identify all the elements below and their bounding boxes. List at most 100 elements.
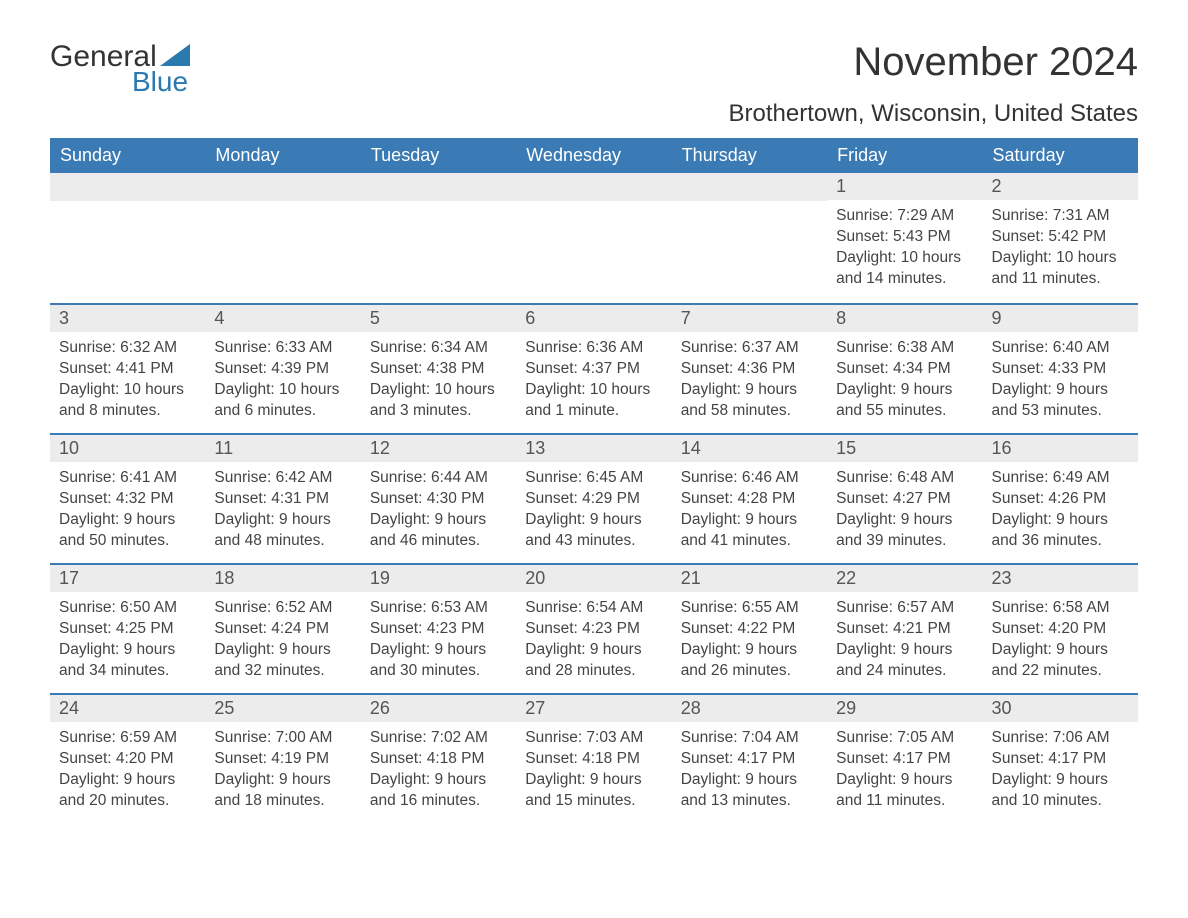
- sunset-text: Sunset: 4:27 PM: [836, 489, 973, 510]
- daylight-text: Daylight: 9 hours and 48 minutes.: [214, 510, 351, 552]
- daylight-text: Daylight: 9 hours and 46 minutes.: [370, 510, 507, 552]
- day-number: 21: [672, 565, 827, 592]
- day-cell: [672, 173, 827, 303]
- weekday-sunday: Sunday: [50, 138, 205, 173]
- day-number: 22: [827, 565, 982, 592]
- week-row: 24Sunrise: 6:59 AMSunset: 4:20 PMDayligh…: [50, 693, 1138, 823]
- daylight-text: Daylight: 9 hours and 24 minutes.: [836, 640, 973, 682]
- day-content: Sunrise: 6:37 AMSunset: 4:36 PMDaylight:…: [672, 332, 827, 428]
- day-content: Sunrise: 7:02 AMSunset: 4:18 PMDaylight:…: [361, 722, 516, 818]
- daylight-text: Daylight: 9 hours and 10 minutes.: [992, 770, 1129, 812]
- daylight-text: Daylight: 10 hours and 14 minutes.: [836, 248, 973, 290]
- day-content: Sunrise: 7:05 AMSunset: 4:17 PMDaylight:…: [827, 722, 982, 818]
- day-content: Sunrise: 6:44 AMSunset: 4:30 PMDaylight:…: [361, 462, 516, 558]
- day-cell: 11Sunrise: 6:42 AMSunset: 4:31 PMDayligh…: [205, 435, 360, 563]
- day-number: 14: [672, 435, 827, 462]
- daylight-text: Daylight: 9 hours and 41 minutes.: [681, 510, 818, 552]
- sunset-text: Sunset: 4:17 PM: [992, 749, 1129, 770]
- daylight-text: Daylight: 9 hours and 18 minutes.: [214, 770, 351, 812]
- day-number: 8: [827, 305, 982, 332]
- daylight-text: Daylight: 10 hours and 6 minutes.: [214, 380, 351, 422]
- sunrise-text: Sunrise: 7:29 AM: [836, 206, 973, 227]
- day-number: 15: [827, 435, 982, 462]
- day-cell: 15Sunrise: 6:48 AMSunset: 4:27 PMDayligh…: [827, 435, 982, 563]
- day-content: Sunrise: 6:48 AMSunset: 4:27 PMDaylight:…: [827, 462, 982, 558]
- weeks-container: 1Sunrise: 7:29 AMSunset: 5:43 PMDaylight…: [50, 173, 1138, 823]
- sunrise-text: Sunrise: 7:03 AM: [525, 728, 662, 749]
- weekday-monday: Monday: [205, 138, 360, 173]
- sunset-text: Sunset: 4:17 PM: [836, 749, 973, 770]
- sunset-text: Sunset: 4:39 PM: [214, 359, 351, 380]
- day-number: 17: [50, 565, 205, 592]
- daylight-text: Daylight: 10 hours and 8 minutes.: [59, 380, 196, 422]
- calendar: Sunday Monday Tuesday Wednesday Thursday…: [50, 138, 1138, 823]
- day-cell: 24Sunrise: 6:59 AMSunset: 4:20 PMDayligh…: [50, 695, 205, 823]
- sunset-text: Sunset: 4:29 PM: [525, 489, 662, 510]
- day-cell: 12Sunrise: 6:44 AMSunset: 4:30 PMDayligh…: [361, 435, 516, 563]
- day-cell: 4Sunrise: 6:33 AMSunset: 4:39 PMDaylight…: [205, 305, 360, 433]
- day-number: 11: [205, 435, 360, 462]
- daylight-text: Daylight: 10 hours and 1 minute.: [525, 380, 662, 422]
- sunset-text: Sunset: 5:42 PM: [992, 227, 1129, 248]
- daylight-text: Daylight: 9 hours and 26 minutes.: [681, 640, 818, 682]
- daylight-text: Daylight: 9 hours and 15 minutes.: [525, 770, 662, 812]
- daylight-text: Daylight: 9 hours and 55 minutes.: [836, 380, 973, 422]
- day-number: 9: [983, 305, 1138, 332]
- week-row: 17Sunrise: 6:50 AMSunset: 4:25 PMDayligh…: [50, 563, 1138, 693]
- day-number: [516, 173, 671, 201]
- weekday-tuesday: Tuesday: [361, 138, 516, 173]
- sunrise-text: Sunrise: 7:05 AM: [836, 728, 973, 749]
- day-number: [50, 173, 205, 201]
- day-content: Sunrise: 6:38 AMSunset: 4:34 PMDaylight:…: [827, 332, 982, 428]
- week-row: 3Sunrise: 6:32 AMSunset: 4:41 PMDaylight…: [50, 303, 1138, 433]
- daylight-text: Daylight: 9 hours and 34 minutes.: [59, 640, 196, 682]
- day-content: Sunrise: 6:55 AMSunset: 4:22 PMDaylight:…: [672, 592, 827, 688]
- day-cell: [205, 173, 360, 303]
- daylight-text: Daylight: 9 hours and 11 minutes.: [836, 770, 973, 812]
- sunrise-text: Sunrise: 6:42 AM: [214, 468, 351, 489]
- day-content: Sunrise: 6:42 AMSunset: 4:31 PMDaylight:…: [205, 462, 360, 558]
- week-row: 1Sunrise: 7:29 AMSunset: 5:43 PMDaylight…: [50, 173, 1138, 303]
- sunrise-text: Sunrise: 6:57 AM: [836, 598, 973, 619]
- sunrise-text: Sunrise: 6:45 AM: [525, 468, 662, 489]
- weekday-wednesday: Wednesday: [516, 138, 671, 173]
- day-cell: 28Sunrise: 7:04 AMSunset: 4:17 PMDayligh…: [672, 695, 827, 823]
- day-number: 24: [50, 695, 205, 722]
- sunrise-text: Sunrise: 6:41 AM: [59, 468, 196, 489]
- weekday-thursday: Thursday: [672, 138, 827, 173]
- day-content: Sunrise: 6:41 AMSunset: 4:32 PMDaylight:…: [50, 462, 205, 558]
- sunset-text: Sunset: 4:23 PM: [525, 619, 662, 640]
- sunset-text: Sunset: 4:41 PM: [59, 359, 196, 380]
- sunset-text: Sunset: 5:43 PM: [836, 227, 973, 248]
- day-number: 12: [361, 435, 516, 462]
- day-content: Sunrise: 7:29 AMSunset: 5:43 PMDaylight:…: [827, 200, 982, 296]
- sunset-text: Sunset: 4:36 PM: [681, 359, 818, 380]
- sunrise-text: Sunrise: 6:36 AM: [525, 338, 662, 359]
- day-number: 7: [672, 305, 827, 332]
- sunset-text: Sunset: 4:34 PM: [836, 359, 973, 380]
- sunset-text: Sunset: 4:24 PM: [214, 619, 351, 640]
- day-cell: 20Sunrise: 6:54 AMSunset: 4:23 PMDayligh…: [516, 565, 671, 693]
- day-number: 28: [672, 695, 827, 722]
- sunrise-text: Sunrise: 6:40 AM: [992, 338, 1129, 359]
- sunrise-text: Sunrise: 6:54 AM: [525, 598, 662, 619]
- day-cell: 9Sunrise: 6:40 AMSunset: 4:33 PMDaylight…: [983, 305, 1138, 433]
- day-content: Sunrise: 6:45 AMSunset: 4:29 PMDaylight:…: [516, 462, 671, 558]
- sunset-text: Sunset: 4:30 PM: [370, 489, 507, 510]
- daylight-text: Daylight: 10 hours and 3 minutes.: [370, 380, 507, 422]
- day-number: 6: [516, 305, 671, 332]
- day-content: Sunrise: 7:04 AMSunset: 4:17 PMDaylight:…: [672, 722, 827, 818]
- sunrise-text: Sunrise: 6:38 AM: [836, 338, 973, 359]
- sunrise-text: Sunrise: 7:02 AM: [370, 728, 507, 749]
- sunset-text: Sunset: 4:32 PM: [59, 489, 196, 510]
- sunrise-text: Sunrise: 6:44 AM: [370, 468, 507, 489]
- location-text: Brothertown, Wisconsin, United States: [728, 100, 1138, 128]
- day-number: 20: [516, 565, 671, 592]
- day-number: 13: [516, 435, 671, 462]
- sunrise-text: Sunrise: 6:33 AM: [214, 338, 351, 359]
- day-number: [205, 173, 360, 201]
- daylight-text: Daylight: 9 hours and 13 minutes.: [681, 770, 818, 812]
- day-number: 1: [827, 173, 982, 200]
- sunset-text: Sunset: 4:20 PM: [59, 749, 196, 770]
- sunrise-text: Sunrise: 6:52 AM: [214, 598, 351, 619]
